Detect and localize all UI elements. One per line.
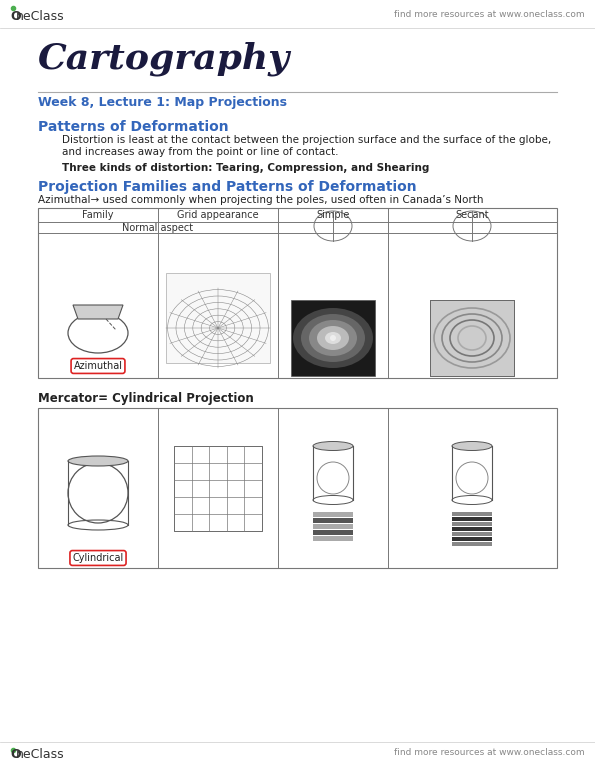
Ellipse shape xyxy=(317,326,349,350)
Text: find more resources at www.oneclass.com: find more resources at www.oneclass.com xyxy=(394,748,585,757)
Text: Grid appearance: Grid appearance xyxy=(177,210,259,220)
Text: Distortion is least at the contact between the projection surface and the surfac: Distortion is least at the contact betwe… xyxy=(62,135,551,145)
Text: and increases away from the point or line of contact.: and increases away from the point or lin… xyxy=(62,147,339,157)
Ellipse shape xyxy=(452,441,492,450)
Bar xyxy=(430,300,514,376)
Text: Azimuthal→ used commonly when projecting the poles, used often in Canada’s North: Azimuthal→ used commonly when projecting… xyxy=(38,195,484,205)
Bar xyxy=(313,524,353,529)
Bar xyxy=(38,408,557,568)
Text: O: O xyxy=(10,10,21,23)
Ellipse shape xyxy=(68,456,128,466)
Ellipse shape xyxy=(309,320,357,356)
Text: O: O xyxy=(10,748,21,761)
Bar xyxy=(430,300,514,376)
Text: Azimuthal: Azimuthal xyxy=(74,361,123,371)
Text: Cylindrical: Cylindrical xyxy=(73,553,124,563)
Text: Mercator= Cylindrical Projection: Mercator= Cylindrical Projection xyxy=(38,392,253,405)
Bar xyxy=(452,532,492,536)
Text: Cartography: Cartography xyxy=(38,42,290,76)
Text: find more resources at www.oneclass.com: find more resources at www.oneclass.com xyxy=(394,10,585,19)
Bar xyxy=(452,522,492,526)
Bar xyxy=(313,512,353,517)
Bar xyxy=(166,273,270,363)
Ellipse shape xyxy=(301,314,365,362)
Ellipse shape xyxy=(313,441,353,450)
Ellipse shape xyxy=(330,335,336,341)
Text: Projection Families and Patterns of Deformation: Projection Families and Patterns of Defo… xyxy=(38,180,416,194)
Text: Normal aspect: Normal aspect xyxy=(123,223,193,233)
Ellipse shape xyxy=(293,308,373,368)
Text: neClass: neClass xyxy=(16,748,65,761)
Bar xyxy=(452,537,492,541)
Bar xyxy=(38,208,557,378)
Bar xyxy=(452,527,492,531)
Text: Week 8, Lecture 1: Map Projections: Week 8, Lecture 1: Map Projections xyxy=(38,96,287,109)
Text: Secant: Secant xyxy=(455,210,489,220)
Text: Patterns of Deformation: Patterns of Deformation xyxy=(38,120,228,134)
Text: Simple: Simple xyxy=(317,210,350,220)
Text: neClass: neClass xyxy=(16,10,65,23)
Bar xyxy=(313,530,353,535)
Ellipse shape xyxy=(325,332,341,344)
Bar xyxy=(452,512,492,516)
Text: Family: Family xyxy=(82,210,114,220)
Bar xyxy=(452,542,492,546)
Bar xyxy=(291,300,375,376)
Polygon shape xyxy=(73,305,123,319)
Bar xyxy=(452,517,492,521)
Bar xyxy=(174,446,262,531)
Bar xyxy=(313,518,353,523)
Text: Three kinds of distortion: Tearing, Compression, and Shearing: Three kinds of distortion: Tearing, Comp… xyxy=(62,163,430,173)
Bar xyxy=(313,536,353,541)
